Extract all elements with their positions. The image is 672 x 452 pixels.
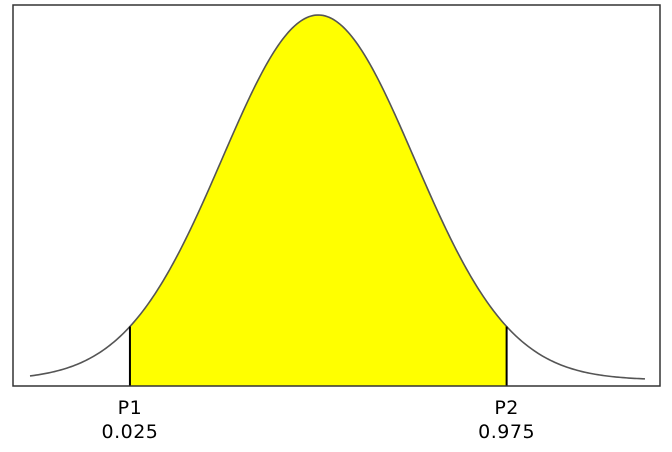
density-curve — [29, 14, 646, 380]
p2-label-group: P2 0.975 — [457, 396, 557, 444]
plot-frame — [12, 4, 661, 387]
p1-name-label: P1 — [117, 397, 143, 419]
p1-value-label: 0.025 — [101, 421, 159, 443]
p2-value-label: 0.975 — [478, 421, 536, 443]
shaded-probability-area — [129, 15, 507, 386]
p1-label-group: P1 0.025 — [80, 396, 180, 444]
p2-name-label: P2 — [494, 397, 519, 419]
